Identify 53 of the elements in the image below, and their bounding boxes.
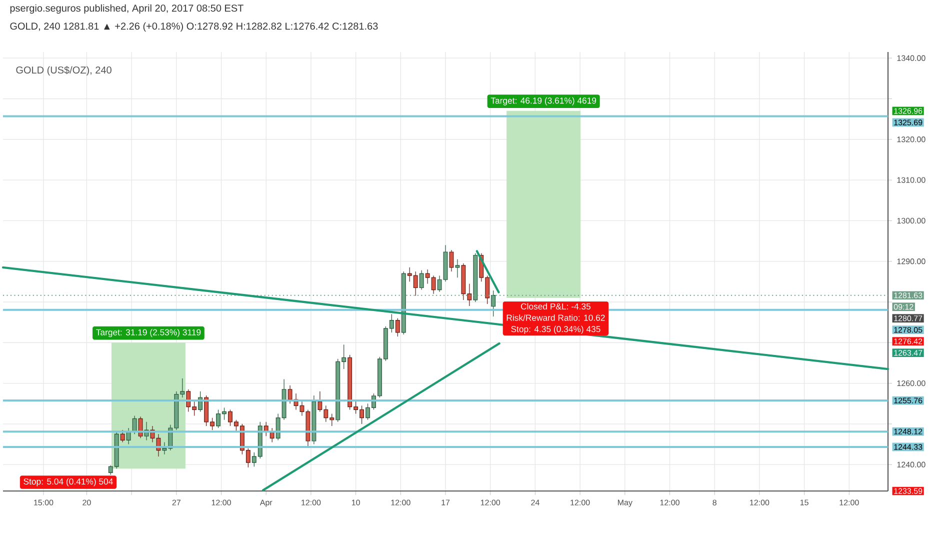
- x-tick-label: 12:00: [840, 500, 859, 506]
- x-tick-label: 15:00: [34, 500, 54, 506]
- candlestick: [395, 318, 400, 337]
- x-tick-label: 12:00: [570, 500, 590, 506]
- y-tick-label: 1240.00: [897, 462, 926, 468]
- y-tick-label: 1260.00: [897, 380, 926, 386]
- candlestick: [449, 250, 454, 272]
- candlestick: [419, 270, 424, 290]
- text: 1255.76: [894, 398, 922, 404]
- x-tick-label: 12:00: [480, 500, 500, 506]
- candlestick: [455, 259, 460, 278]
- text: 1280.77: [894, 316, 922, 322]
- x-tick-label: 12:00: [391, 500, 410, 506]
- text: 1233.59: [894, 488, 922, 494]
- text: 1326.96: [894, 108, 922, 114]
- text: GOLD (US$/OZ), 240: [16, 66, 112, 76]
- y-tick-label: 1290.00: [897, 258, 926, 264]
- x-tick-label: 12:00: [750, 500, 770, 506]
- x-tick-label: 17: [442, 500, 450, 506]
- x-tick-label: 10: [352, 500, 360, 506]
- text: 1278.05: [894, 327, 922, 333]
- x-tick-label: 12:00: [212, 500, 231, 506]
- candlestick: [120, 430, 125, 443]
- text: 1281.63: [894, 292, 922, 298]
- text: psergio.seguros published, April 20, 2017 08:50 EST: [10, 4, 244, 14]
- x-tick-label: May: [618, 500, 632, 507]
- annotation: Target: 31.19 (2.53%) 3119: [96, 329, 201, 338]
- annotation: Risk/Reward Ratio: 10.62: [506, 314, 605, 321]
- x-tick-label: Apr: [260, 500, 272, 507]
- x-tick-label: 24: [531, 500, 540, 506]
- y-tick-label: 1300.00: [897, 218, 926, 224]
- annotation: Closed P&L: -4.35: [520, 303, 590, 310]
- text: 09:12: [894, 304, 914, 310]
- annotation: Target: 46.19 (3.61%) 4619: [490, 97, 596, 106]
- text: 1276.42: [894, 338, 922, 344]
- annotation: Stop: 5.04 (0.41%) 504: [24, 478, 113, 486]
- y-tick-label: 1340.00: [897, 55, 926, 61]
- x-tick-label: 12:00: [660, 500, 680, 506]
- x-tick-label: 12:00: [302, 500, 321, 506]
- x-tick-label: 27: [172, 500, 180, 506]
- x-tick-label: 20: [82, 500, 91, 506]
- y-tick-label: 1320.00: [897, 136, 926, 142]
- annotation: Stop: 4.35 (0.34%) 435: [511, 326, 600, 334]
- x-tick-label: 15: [800, 500, 808, 506]
- x-tick-label: 8: [712, 500, 716, 506]
- candlestick: [126, 428, 131, 445]
- chart-subtitle: GOLD, 240 1281.81 ▲ +2.26 (+0.18%) O:1278.92 H:1282.82 L:1276.42 C:1281.63: [10, 22, 378, 32]
- text: 1325.69: [894, 120, 922, 126]
- text: 1263.47: [894, 350, 922, 356]
- text: 1244.33: [894, 444, 922, 450]
- text: 1248.12: [894, 428, 922, 434]
- candlestick: [270, 428, 274, 443]
- y-tick-label: 1310.00: [897, 177, 926, 183]
